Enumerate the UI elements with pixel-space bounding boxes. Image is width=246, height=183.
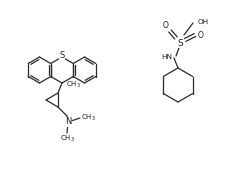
Text: N: N [65,117,71,126]
Text: S: S [59,51,65,61]
Text: OH: OH [198,19,209,25]
Text: HN: HN [162,54,172,60]
Text: CH$_3$: CH$_3$ [81,113,96,123]
Text: O: O [198,31,204,40]
Text: CH$_3$: CH$_3$ [60,134,75,144]
Text: CH$_3$: CH$_3$ [66,80,81,90]
Text: S: S [177,38,183,48]
Text: O: O [163,21,169,31]
